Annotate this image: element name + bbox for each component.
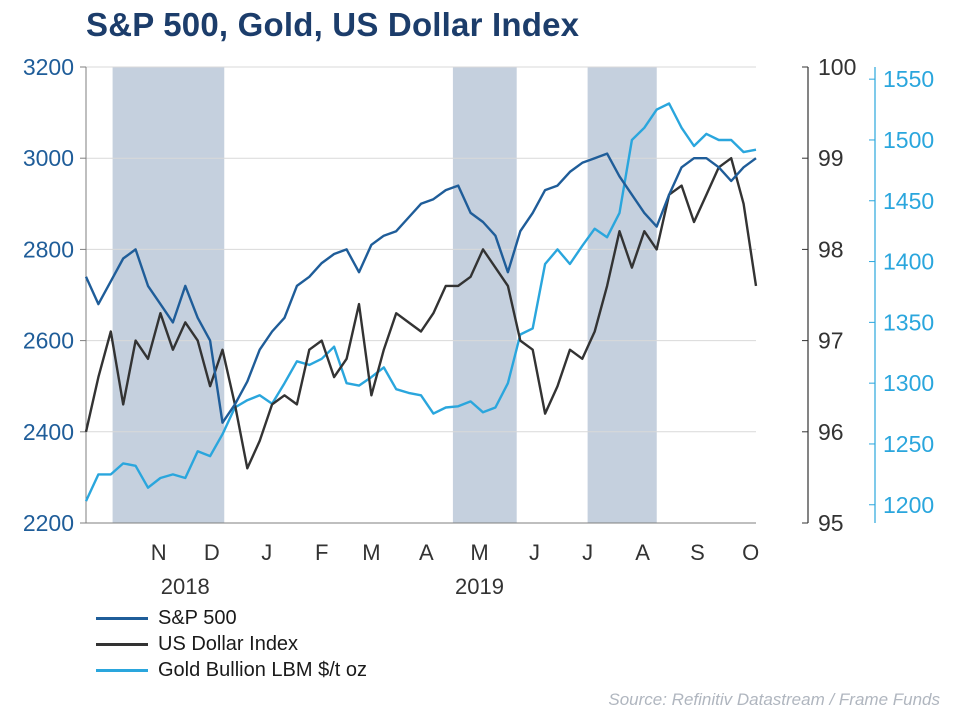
shaded-period-2 [587,67,657,523]
middle-axis-label-4: 99 [818,145,844,171]
middle-axis-label-3: 98 [818,236,844,262]
left-axis-label-4: 3000 [23,145,74,171]
series-line-0 [84,152,757,424]
series-lines [84,102,758,502]
shaded-period-0 [112,67,225,523]
right-axis-label-3: 1350 [883,309,934,335]
month-label-5: A [419,540,434,565]
legend-swatch-sp500 [96,616,148,620]
month-label-1: D [204,540,220,565]
right-axis-label-5: 1450 [883,188,934,214]
series-line-2 [84,102,757,502]
right-axis-label-4: 1400 [883,249,934,275]
legend-item-gold: Gold Bullion LBM $/t oz [96,657,367,683]
left-axis-label-1: 2400 [23,419,74,445]
month-label-7: J [529,540,540,565]
legend-label-dollar: US Dollar Index [158,632,299,655]
right-axis-label-1: 1250 [883,431,934,457]
shaded-periods [112,67,657,523]
month-label-4: M [362,540,380,565]
year-label-1: 2019 [455,574,504,599]
legend-swatch-gold [96,668,148,672]
middle-axis-label-5: 100 [818,54,856,80]
middle-axis-label-1: 96 [818,419,844,445]
legend: S&P 500 US Dollar Index Gold Bullion LBM… [96,605,367,683]
legend-item-dollar: US Dollar Index [96,631,367,657]
left-axis-label-3: 2800 [23,236,74,262]
source-note: Source: Refinitiv Datastream / Frame Fun… [608,690,940,709]
left-axis-label-2: 2600 [23,328,74,354]
left-axis-label-0: 2200 [23,510,74,536]
legend-item-sp500: S&P 500 [96,605,367,631]
legend-swatch-dollar [96,642,148,646]
middle-axis-label-2: 97 [818,328,844,354]
right-axis-label-0: 1200 [883,492,934,518]
axes: 2200 2400 2600 2800 3000 3200 95 96 97 98 99 100 120… [23,54,934,599]
right-axis-label-2: 1300 [883,370,934,396]
right-axis-label-7: 1550 [883,66,934,92]
month-label-10: S [690,540,705,565]
shaded-period-1 [452,67,517,523]
month-label-0: N [151,540,167,565]
year-label-0: 2018 [161,574,210,599]
month-label-8: J [582,540,593,565]
legend-label-gold: Gold Bullion LBM $/t oz [158,658,367,681]
month-label-11: O [742,540,759,565]
chart-title: S&P 500, Gold, US Dollar Index [86,6,580,43]
middle-axis-label-0: 95 [818,510,844,536]
series-line-1 [84,156,758,470]
month-label-3: F [315,540,328,565]
month-label-6: M [470,540,488,565]
month-label-9: A [635,540,650,565]
left-axis-label-5: 3200 [23,54,74,80]
month-label-2: J [261,540,272,565]
legend-label-sp500: S&P 500 [158,606,237,629]
right-axis-label-6: 1500 [883,127,934,153]
